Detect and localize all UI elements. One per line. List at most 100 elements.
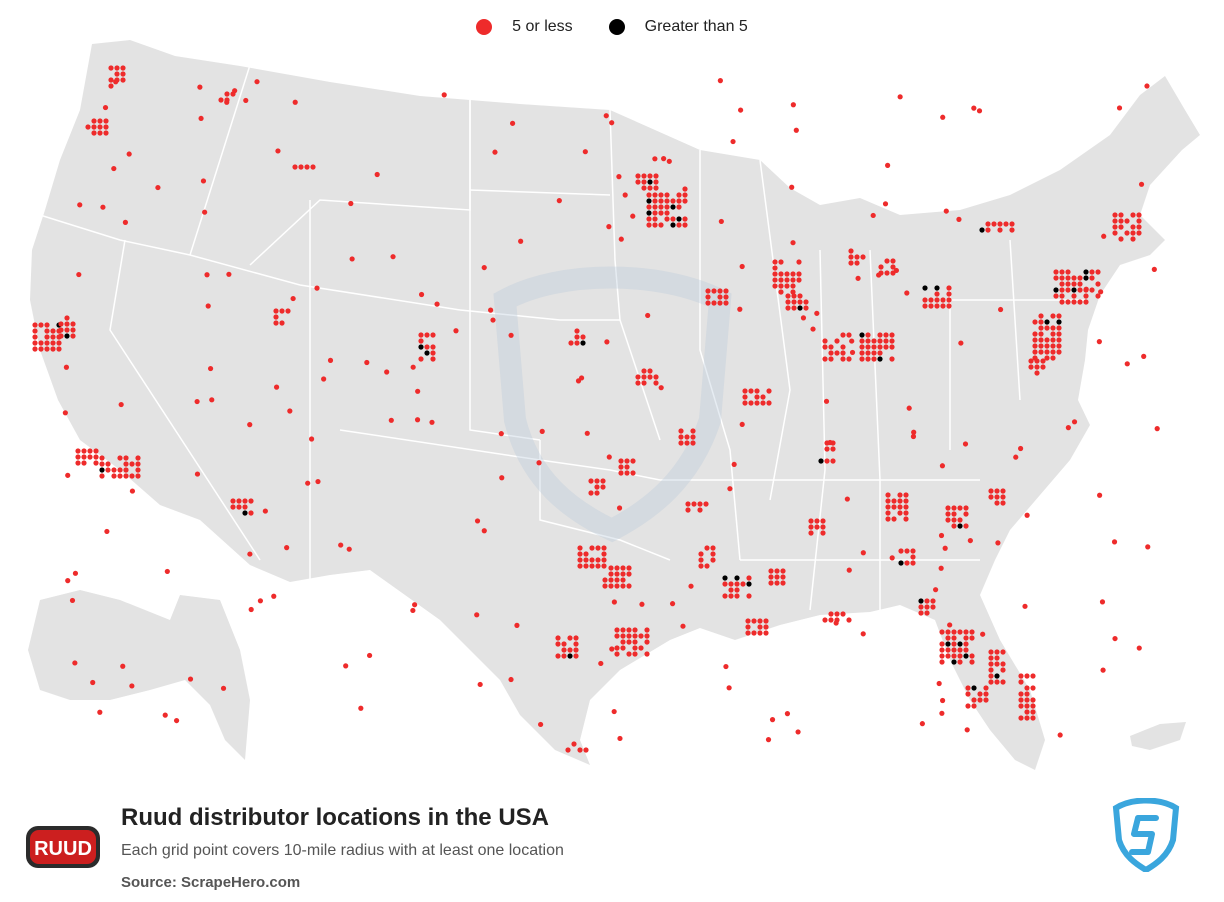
distributor-dot (91, 130, 97, 136)
distributor-dot (824, 458, 830, 464)
distributor-dot (938, 532, 945, 539)
distributor-dot (994, 673, 1000, 679)
distributor-dot (670, 204, 676, 210)
distributor-dot (1009, 227, 1015, 233)
distributor-dot (65, 578, 71, 584)
distributor-dot (859, 344, 865, 350)
distributor-dot (995, 540, 1001, 546)
legend-item-large: Greater than 5 (608, 18, 748, 36)
distributor-dot (988, 649, 994, 655)
distributor-dot (820, 524, 826, 530)
distributor-dot (1136, 645, 1142, 651)
distributor-dot (891, 504, 897, 510)
distributor-dot (834, 611, 840, 617)
distributor-dot (498, 431, 504, 437)
distributor-dot (632, 651, 638, 657)
distributor-dot (1141, 353, 1147, 359)
distributor-dot (772, 271, 778, 277)
distributor-dot (976, 108, 983, 114)
distributor-dot (682, 222, 688, 228)
distributor-dot (963, 511, 969, 517)
distributor-dot (273, 320, 279, 326)
distributor-dot (601, 551, 607, 557)
distributor-dot (111, 473, 117, 479)
distributor-dot (969, 653, 975, 659)
distributor-dot (77, 202, 83, 208)
distributor-dot (230, 504, 236, 510)
distributor-dot (963, 629, 969, 635)
distributor-dot (1032, 337, 1038, 343)
distributor-dot (611, 599, 617, 605)
distributor-dot (1038, 343, 1044, 349)
distributor-dot (985, 221, 991, 227)
distributor-dot (275, 148, 281, 154)
distributor-dot (1038, 337, 1044, 343)
distributor-dot (1065, 281, 1071, 287)
distributor-dot (248, 498, 254, 504)
distributor-dot (1038, 313, 1044, 319)
distributor-dot (135, 461, 141, 467)
distributor-dot (481, 264, 487, 271)
distributor-dot (844, 496, 850, 502)
distributor-dot (979, 227, 985, 233)
distributor-dot (117, 455, 123, 461)
distributor-dot (305, 480, 311, 486)
distributor-dot (965, 685, 971, 691)
distributor-dot (630, 213, 636, 219)
legend-label-large: Greater than 5 (644, 18, 748, 35)
distributor-dot (308, 436, 315, 442)
distributor-dot (314, 285, 320, 291)
distributor-dot (589, 545, 595, 551)
distributor-dot (1024, 715, 1030, 721)
distributor-dot (97, 118, 103, 124)
distributor-dot (390, 254, 396, 260)
distributor-dot (757, 624, 763, 630)
distributor-dot (620, 583, 626, 589)
distributor-dot (44, 334, 50, 340)
distributor-dot (616, 174, 622, 180)
distributor-dot (889, 332, 895, 338)
distributor-dot (951, 641, 957, 647)
distributor-dot (871, 356, 877, 362)
distributor-dot (774, 568, 780, 574)
distributor-dot (247, 551, 253, 557)
distributor-dot (718, 218, 724, 225)
distributor-dot (1056, 325, 1062, 331)
distributor-dot (242, 510, 248, 516)
distributor-dot (1028, 358, 1034, 364)
distributor-dot (885, 516, 891, 522)
distributor-dot (616, 505, 623, 511)
distributor-dot (740, 581, 746, 587)
distributor-dot (1044, 349, 1050, 355)
distributor-dot (768, 580, 774, 586)
distributor-dot (620, 565, 626, 571)
distributor-dot (945, 511, 951, 517)
distributor-dot (763, 630, 769, 636)
distributor-dot (951, 635, 957, 641)
distributor-dot (257, 598, 264, 604)
distributor-dot (1050, 349, 1056, 355)
distributor-dot (1118, 212, 1124, 218)
distributor-dot (646, 222, 652, 228)
distributor-dot (1034, 364, 1040, 370)
distributor-dot (577, 551, 583, 557)
distributor-dot (65, 472, 71, 478)
distributor-dot (1057, 732, 1063, 738)
distributor-dot (840, 356, 846, 362)
distributor-dot (859, 332, 865, 338)
distributor-dot (854, 254, 860, 260)
distributor-dot (58, 327, 64, 333)
distributor-dot (828, 344, 834, 350)
distributor-dot (1056, 319, 1062, 325)
distributor-dot (123, 455, 129, 461)
distributor-dot (641, 173, 647, 179)
distributor-dot (932, 587, 939, 593)
distributor-dot (287, 408, 293, 414)
distributor-dot (795, 729, 801, 735)
distributor-dot (632, 627, 638, 633)
distributor-dot (1038, 331, 1044, 337)
distributor-dot (682, 192, 688, 198)
distributor-dot (50, 328, 56, 334)
distributor-dot (1044, 355, 1050, 361)
